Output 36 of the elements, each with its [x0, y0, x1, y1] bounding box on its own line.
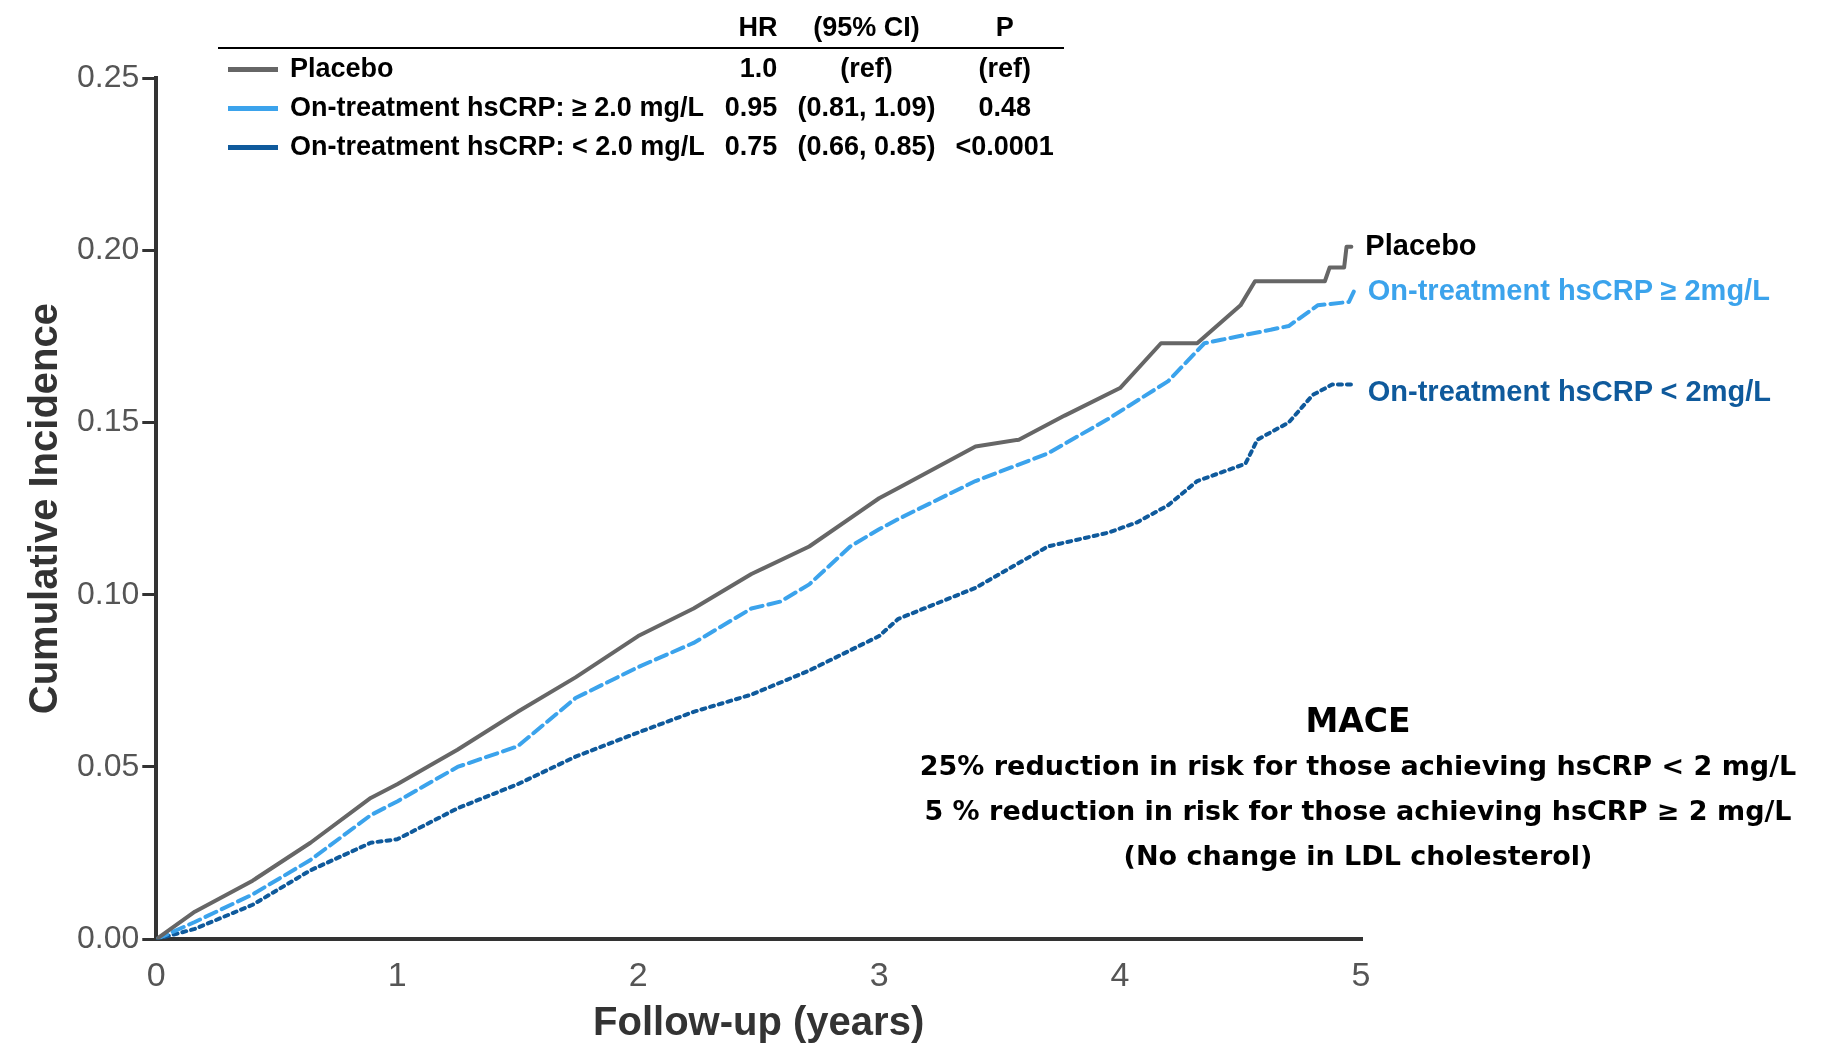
annotation: (ref) — [977, 52, 1032, 85]
legend-label: On-treatment hsCRP: ≥ 2.0 mg/L — [289, 91, 705, 124]
legend-label: Placebo — [289, 52, 395, 85]
text: P — [994, 11, 1015, 44]
y-tick-label: 0.10 — [77, 574, 140, 611]
annotation: 0.75 — [723, 130, 779, 163]
legend-label: On-treatment hsCRP: < 2.0 mg/L — [289, 130, 706, 163]
annotation: (0.66, 0.85) — [796, 130, 937, 163]
y-tick-label: 0.05 — [77, 746, 140, 783]
annotation: 25% reduction in risk for those achieving hsCRP < 2 mg/L — [918, 749, 1798, 783]
annotation: 0.95 — [723, 91, 779, 124]
y-tick-label: 0.00 — [77, 919, 140, 956]
annotation: MACE — [1304, 700, 1412, 742]
y-tick-label: 0.25 — [77, 57, 140, 94]
text: On-treatment hsCRP ≥ 2mg/L — [1367, 273, 1770, 306]
x-tick-label: 3 — [869, 954, 889, 993]
y-tick-label: 0.20 — [77, 230, 140, 267]
x-tick-label: 2 — [628, 954, 648, 993]
x-tick-label: 4 — [1110, 954, 1130, 993]
x-tick-label: 5 — [1351, 954, 1371, 993]
text: On-treatment hsCRP < 2mg/L — [1367, 374, 1771, 407]
text: Placebo — [1365, 228, 1477, 261]
annotation: 5 % reduction in risk for those achieving hsCRP ≥ 2 mg/L — [923, 794, 1793, 828]
y-tick-label: 0.15 — [77, 402, 140, 439]
annotation: 0.48 — [977, 91, 1032, 124]
annotation: <0.0001 — [954, 130, 1055, 163]
x-axis-title: Follow-up (years) — [593, 999, 925, 1044]
x-tick-label: 0 — [146, 954, 166, 993]
text: (95% CI) — [812, 11, 921, 44]
x-tick-label: 1 — [387, 954, 407, 993]
y-axis-title: Cumulative Incidence — [21, 302, 66, 715]
annotation: (0.81, 1.09) — [796, 91, 937, 124]
annotation: 1.0 — [738, 52, 779, 85]
annotation: (No change in LDL cholesterol) — [1122, 839, 1594, 873]
text: HR — [737, 11, 779, 44]
annotation: (ref) — [839, 52, 894, 85]
